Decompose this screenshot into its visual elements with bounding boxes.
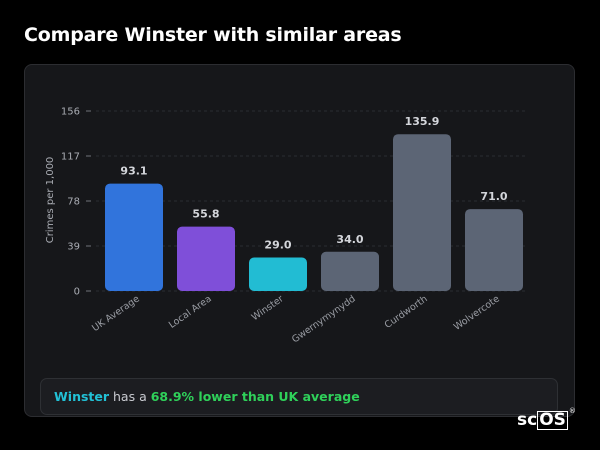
bar-uk-average[interactable] [105,183,163,291]
bar-gwernymynydd[interactable] [321,251,379,291]
value-label: 71.0 [480,190,507,203]
x-axis-labels: UK Average Local Area Winster Gwernymynydd C… [90,293,502,345]
value-label: 93.1 [120,165,147,178]
x-tick-label: Winster [250,293,286,323]
x-tick-label: Gwernymynydd [290,293,358,345]
bar-winster[interactable] [249,257,307,291]
y-tick-label: 117 [61,152,80,163]
logo-prefix: sc [517,410,538,430]
value-label: 55.8 [192,208,219,221]
bar-wolvercote[interactable] [465,209,523,291]
logo-registered-mark: ® [568,407,576,415]
x-tick-label: Local Area [167,293,214,330]
value-labels: 93.1 55.8 29.0 34.0 135.9 71.0 [120,115,507,251]
bar-local-area[interactable] [177,226,235,291]
y-tick-label: 78 [67,197,80,208]
summary-highlight: 68.9% lower than UK average [150,389,360,404]
y-axis: 0 39 78 117 156 [61,107,91,298]
logo-boxed: OS [537,409,568,430]
value-label: 29.0 [264,239,291,252]
value-label: 135.9 [405,115,440,128]
y-tick-label: 156 [61,107,80,118]
y-tick-label: 39 [67,242,80,253]
scos-logo: sc OS ® [517,407,576,430]
grid-lines [96,110,528,292]
summary-text: has a [109,389,151,404]
bars [105,134,523,291]
value-label: 34.0 [336,233,363,246]
bar-curdworth[interactable] [393,134,451,291]
page-title: Compare Winster with similar areas [24,24,402,46]
x-tick-label: Curdworth [383,293,430,331]
x-tick-label: UK Average [90,293,142,334]
y-tick-label: 0 [74,287,80,298]
y-axis-label: Crimes per 1,000 [45,157,56,244]
comparison-summary: Winster has a 68.9% lower than UK averag… [40,378,558,415]
summary-area-name: Winster [54,389,110,404]
x-tick-label: Wolvercote [452,293,502,333]
